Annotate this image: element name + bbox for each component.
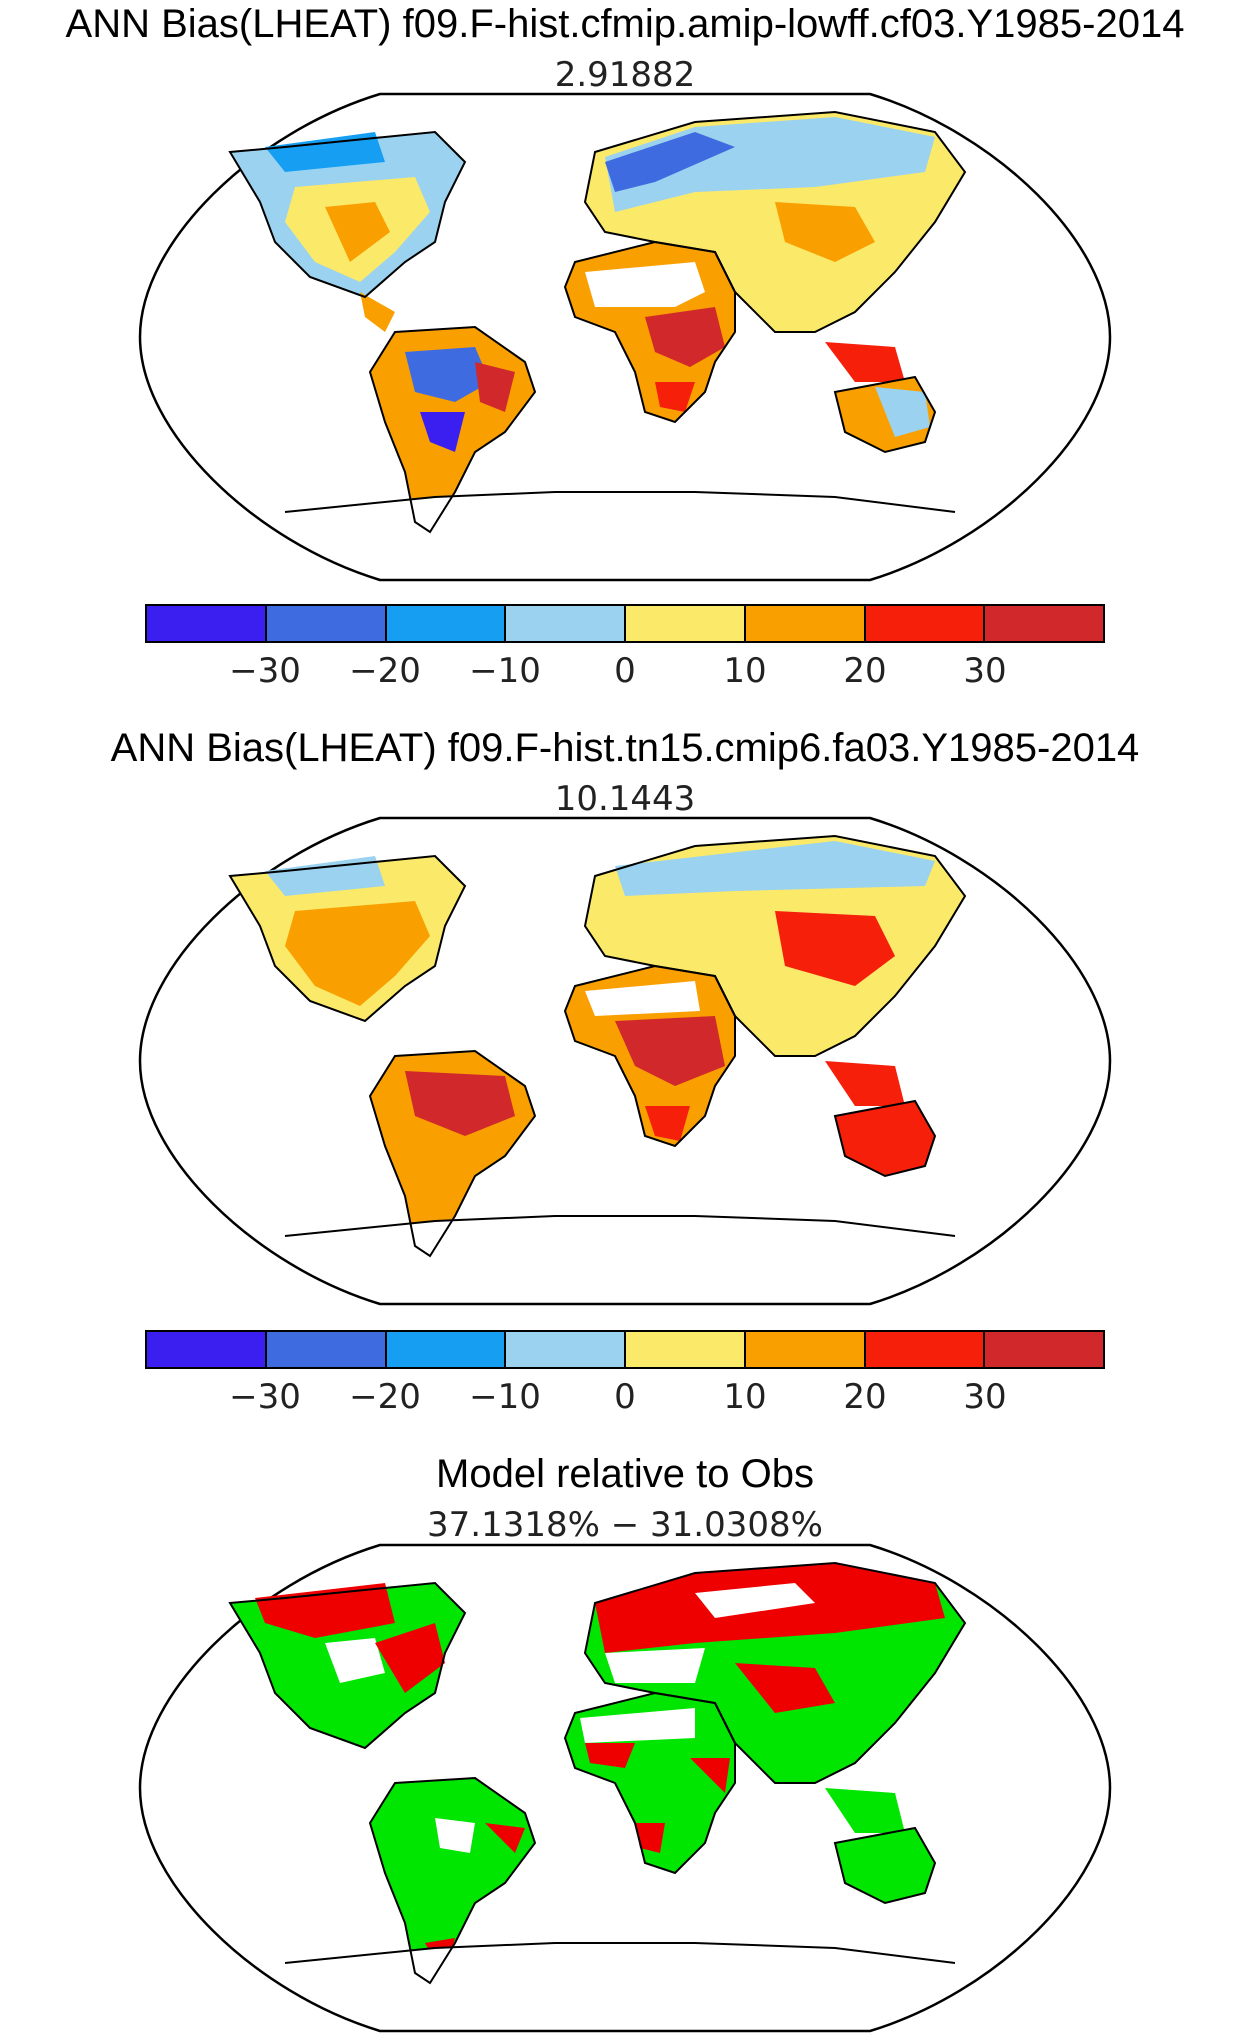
colorbar-swatch — [506, 1332, 626, 1367]
colorbar-tick: −10 — [469, 651, 541, 691]
colorbar-tick: −10 — [469, 1377, 541, 1417]
land-bias-field — [230, 836, 965, 1286]
coastlines — [228, 834, 967, 1258]
colorbar-tick: 10 — [723, 651, 767, 691]
coastlines — [228, 110, 967, 534]
colorbar-tick: 30 — [963, 651, 1007, 691]
colorbar-swatch — [745, 606, 866, 641]
colorbar-tick: 0 — [614, 651, 636, 691]
panel-1-global-mean: 2.91882 — [554, 55, 696, 95]
panel-3-map — [138, 1543, 1112, 2033]
colorbar-tick: 20 — [843, 651, 887, 691]
panel-3-title: Model relative to Obs — [436, 1452, 814, 1496]
colorbar-swatch — [865, 1332, 986, 1367]
land-bias-field — [230, 112, 965, 562]
colorbar-swatch — [386, 1332, 507, 1367]
panel-2-map — [138, 816, 1112, 1306]
colorbar-tick: −30 — [229, 1377, 301, 1417]
colorbar-swatch — [985, 1332, 1103, 1367]
colorbar-swatch — [626, 606, 746, 641]
colorbar-swatch — [266, 606, 387, 641]
panel-1-colorbar-ticks: −30 −20 −10 0 10 20 30 — [145, 651, 1105, 691]
colorbar-tick: −20 — [349, 1377, 421, 1417]
colorbar-swatch — [865, 606, 986, 641]
panel-2-colorbar-ticks: −30 −20 −10 0 10 20 30 — [145, 1377, 1105, 1417]
colorbar-swatch — [147, 606, 267, 641]
panel-2-colorbar — [145, 1330, 1105, 1369]
panel-1-map — [138, 92, 1112, 582]
colorbar-swatch — [985, 606, 1103, 641]
panel-3-scores: 37.1318% − 31.0308% — [427, 1505, 823, 1545]
colorbar-tick: −20 — [349, 651, 421, 691]
colorbar-swatch — [506, 606, 626, 641]
panel-2-title: ANN Bias(LHEAT) f09.F-hist.tn15.cmip6.fa… — [110, 726, 1140, 770]
colorbar-tick: 0 — [614, 1377, 636, 1417]
colorbar-tick: −30 — [229, 651, 301, 691]
colorbar-swatch — [266, 1332, 387, 1367]
colorbar-swatch — [386, 606, 507, 641]
colorbar-tick: 20 — [843, 1377, 887, 1417]
panel-2-global-mean: 10.1443 — [554, 779, 696, 819]
colorbar-tick: 30 — [963, 1377, 1007, 1417]
coastlines — [228, 1561, 967, 1985]
colorbar-swatch — [626, 1332, 746, 1367]
land-relative-field — [230, 1563, 965, 2013]
panel-1-colorbar — [145, 604, 1105, 643]
colorbar-tick: 10 — [723, 1377, 767, 1417]
colorbar-swatch — [147, 1332, 267, 1367]
colorbar-swatch — [745, 1332, 866, 1367]
panel-1-title: ANN Bias(LHEAT) f09.F-hist.cfmip.amip-lo… — [65, 2, 1185, 46]
